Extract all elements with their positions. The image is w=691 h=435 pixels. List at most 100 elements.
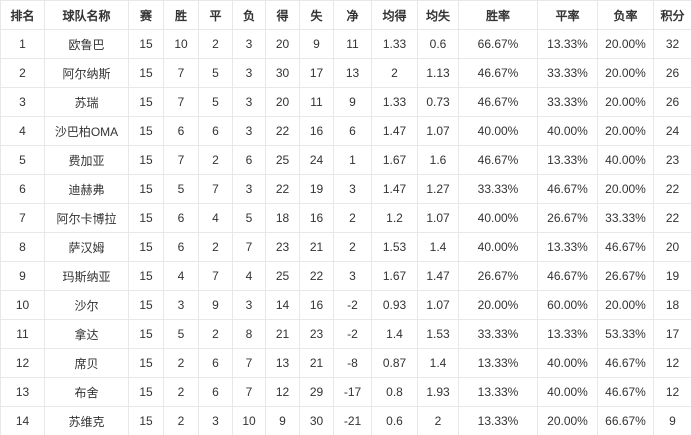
column-header-13: 负率 [597, 0, 654, 30]
table-cell: 2 [371, 58, 418, 88]
table-cell: -17 [333, 377, 372, 407]
table-cell: 6 [163, 232, 199, 262]
column-header-8: 净 [333, 0, 372, 30]
table-cell: 13.33% [458, 348, 538, 378]
table-cell: 12 [653, 348, 691, 378]
table-cell: 46.67% [537, 174, 598, 204]
table-cell: 0.6 [371, 406, 418, 435]
table-cell: 24 [653, 116, 691, 146]
table-cell: 5 [163, 174, 199, 204]
table-cell: 3 [163, 290, 199, 320]
table-cell: 6 [163, 203, 199, 233]
table-cell: 2 [163, 406, 199, 435]
table-cell: 1.4 [417, 348, 459, 378]
table-row: 11 拿达 15 5 2 8 21 23 -2 1.4 1.53 33.33% 13.33% 53.33%… [0, 319, 691, 349]
table-cell: 0.73 [417, 87, 459, 117]
table-cell: 11 [333, 29, 372, 59]
table-cell: 17 [299, 58, 334, 88]
table-cell: 15 [128, 377, 164, 407]
table-cell: 7 [163, 87, 199, 117]
table-cell: 6 [163, 116, 199, 146]
table-cell: 5 [198, 58, 233, 88]
table-cell: 9 [653, 406, 691, 435]
table-cell: 18 [653, 290, 691, 320]
table-cell: 19 [299, 174, 334, 204]
table-cell: 6 [232, 145, 266, 175]
team-name-cell: 布舍 [44, 377, 129, 407]
table-cell: 22 [265, 116, 300, 146]
table-cell: 20.00% [597, 116, 654, 146]
table-cell: 3 [232, 29, 266, 59]
table-cell: 26.67% [537, 203, 598, 233]
table-cell: 2 [333, 203, 372, 233]
table-cell: 25 [265, 145, 300, 175]
table-cell: 21 [299, 232, 334, 262]
table-cell: 2 [0, 58, 45, 88]
table-cell: 3 [0, 87, 45, 117]
table-cell: 21 [265, 319, 300, 349]
table-cell: 1.07 [417, 116, 459, 146]
column-header-6: 得 [265, 0, 300, 30]
table-cell: 30 [299, 406, 334, 435]
table-cell: 3 [232, 87, 266, 117]
table-cell: 15 [128, 261, 164, 291]
table-cell: 7 [232, 377, 266, 407]
table-row: 2 阿尔纳斯 15 7 5 3 30 17 13 2 1.13 46.67% 33.33% 20.00% 2… [0, 58, 691, 88]
table-cell: 7 [0, 203, 45, 233]
table-cell: 13.33% [537, 145, 598, 175]
column-header-1: 球队名称 [44, 0, 129, 30]
table-cell: 20.00% [537, 406, 598, 435]
table-cell: 1.47 [371, 116, 418, 146]
table-cell: 2 [163, 377, 199, 407]
table-row: 6 迪赫弗 15 5 7 3 22 19 3 1.47 1.27 33.33% 46.67% 20.00%… [0, 174, 691, 204]
table-cell: 7 [163, 145, 199, 175]
table-cell: 4 [163, 261, 199, 291]
table-cell: 12 [0, 348, 45, 378]
column-header-11: 胜率 [458, 0, 538, 30]
table-cell: 20 [265, 29, 300, 59]
table-cell: 16 [299, 290, 334, 320]
table-cell: 66.67% [597, 406, 654, 435]
table-cell: 20.00% [597, 290, 654, 320]
table-cell: 66.67% [458, 29, 538, 59]
table-cell: 13.33% [537, 232, 598, 262]
table-cell: 26 [653, 87, 691, 117]
team-name-cell: 拿达 [44, 319, 129, 349]
table-cell: 40.00% [597, 145, 654, 175]
table-cell: 22 [653, 203, 691, 233]
table-cell: 7 [232, 348, 266, 378]
table-cell: 13 [0, 377, 45, 407]
table-cell: 10 [163, 29, 199, 59]
table-cell: 26.67% [458, 261, 538, 291]
team-name-cell: 苏瑞 [44, 87, 129, 117]
table-cell: 1.53 [371, 232, 418, 262]
table-cell: 22 [653, 174, 691, 204]
table-cell: 5 [163, 319, 199, 349]
team-name-cell: 苏维克 [44, 406, 129, 435]
table-row: 4 沙巴柏OMA 15 6 6 3 22 16 6 1.47 1.07 40.00% 40.00% 20.… [0, 116, 691, 146]
column-header-3: 胜 [163, 0, 199, 30]
table-cell: 2 [163, 348, 199, 378]
table-cell: 1.67 [371, 145, 418, 175]
table-cell: 20.00% [597, 174, 654, 204]
team-name-cell: 欧鲁巴 [44, 29, 129, 59]
table-cell: 33.33% [537, 87, 598, 117]
table-cell: 16 [299, 203, 334, 233]
table-cell: 22 [265, 174, 300, 204]
table-cell: 1.67 [371, 261, 418, 291]
table-cell: 23 [299, 319, 334, 349]
table-cell: 20 [265, 87, 300, 117]
table-cell: 1.33 [371, 87, 418, 117]
team-name-cell: 沙巴柏OMA [44, 116, 129, 146]
table-cell: 12 [265, 377, 300, 407]
table-cell: 4 [232, 261, 266, 291]
table-cell: 33.33% [458, 319, 538, 349]
table-cell: 15 [128, 406, 164, 435]
table-cell: 9 [0, 261, 45, 291]
team-name-cell: 迪赫弗 [44, 174, 129, 204]
team-name-cell: 阿尔纳斯 [44, 58, 129, 88]
table-cell: -21 [333, 406, 372, 435]
table-cell: 1.4 [371, 319, 418, 349]
table-cell: 2 [333, 232, 372, 262]
table-cell: 3 [333, 174, 372, 204]
